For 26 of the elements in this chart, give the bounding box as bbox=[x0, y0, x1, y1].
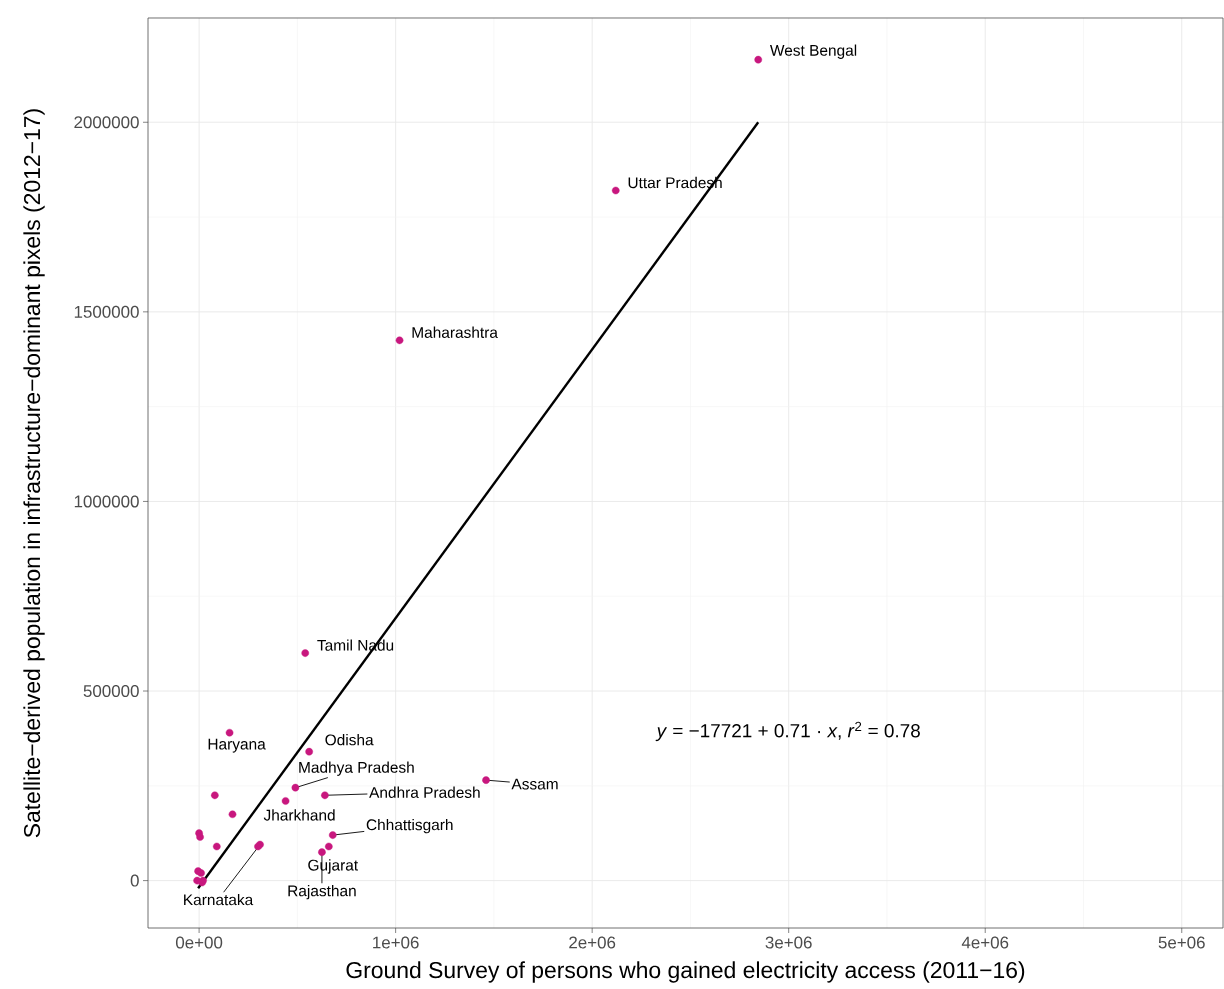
x-tick-label: 0e+00 bbox=[175, 936, 223, 949]
x-tick-label: 2e+06 bbox=[569, 936, 616, 949]
y-tick-label: 500000 bbox=[83, 685, 139, 698]
annotation: West Bengal bbox=[769, 44, 857, 59]
y-tick-label: 2000000 bbox=[74, 116, 139, 129]
annotation: Andhra Pradesh bbox=[369, 786, 480, 798]
x-axis-title: Ground Survey of persons who gained electricity access (2011−16) bbox=[346, 961, 1025, 983]
annotation: Chhattisgarh bbox=[366, 818, 453, 834]
y-tick-label: 1000000 bbox=[74, 495, 139, 508]
x-tick-label: 1e+06 bbox=[373, 936, 419, 949]
annotation: Karnataka bbox=[184, 893, 254, 906]
annotation: Gujarat bbox=[308, 859, 358, 874]
annotation: Rajasthan bbox=[288, 884, 356, 900]
annotation: Maharashtra bbox=[412, 326, 498, 338]
x-tick-label: 4e+06 bbox=[961, 936, 1009, 949]
annotation: Jharkhand bbox=[263, 809, 335, 821]
annotation: Haryana bbox=[208, 738, 266, 753]
x-tick-label: 3e+06 bbox=[765, 936, 812, 949]
y-axis-title: Satellite−derived population in infrastructure−dominant pixels (2012−17) bbox=[23, 109, 45, 838]
annotation: y = −17721 + 0.71 · x, r$^{2}$ = 0.78 bbox=[655, 721, 920, 742]
y-tick-label: 1500000 bbox=[74, 305, 139, 318]
annotation: Assam bbox=[511, 778, 558, 790]
annotation: Odisha bbox=[325, 734, 374, 746]
annotation: Madhya Pradesh bbox=[299, 761, 414, 776]
y-tick-label: 0 bbox=[130, 874, 139, 887]
x-tick-label: 5e+06 bbox=[1158, 936, 1205, 949]
